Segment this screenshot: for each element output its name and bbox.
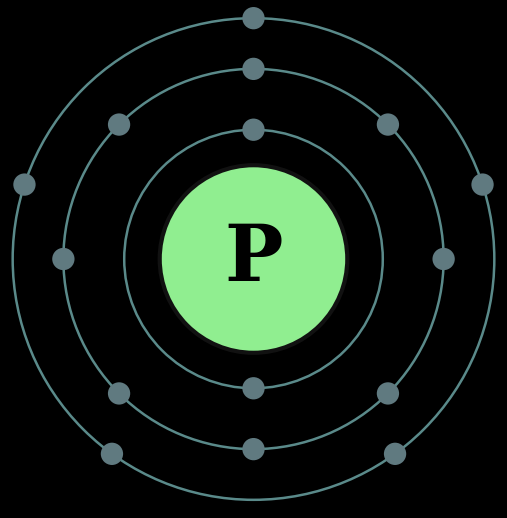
Circle shape xyxy=(242,119,265,141)
Circle shape xyxy=(377,113,399,136)
Circle shape xyxy=(377,382,399,405)
Circle shape xyxy=(432,248,455,270)
Circle shape xyxy=(101,443,123,465)
Circle shape xyxy=(242,57,265,80)
Circle shape xyxy=(160,165,347,353)
Circle shape xyxy=(242,7,265,30)
Circle shape xyxy=(384,443,406,465)
Circle shape xyxy=(13,174,35,196)
Circle shape xyxy=(108,113,130,136)
Circle shape xyxy=(472,174,494,196)
Text: P: P xyxy=(224,221,283,297)
Circle shape xyxy=(108,382,130,405)
Circle shape xyxy=(52,248,75,270)
Circle shape xyxy=(242,377,265,399)
Circle shape xyxy=(242,438,265,461)
